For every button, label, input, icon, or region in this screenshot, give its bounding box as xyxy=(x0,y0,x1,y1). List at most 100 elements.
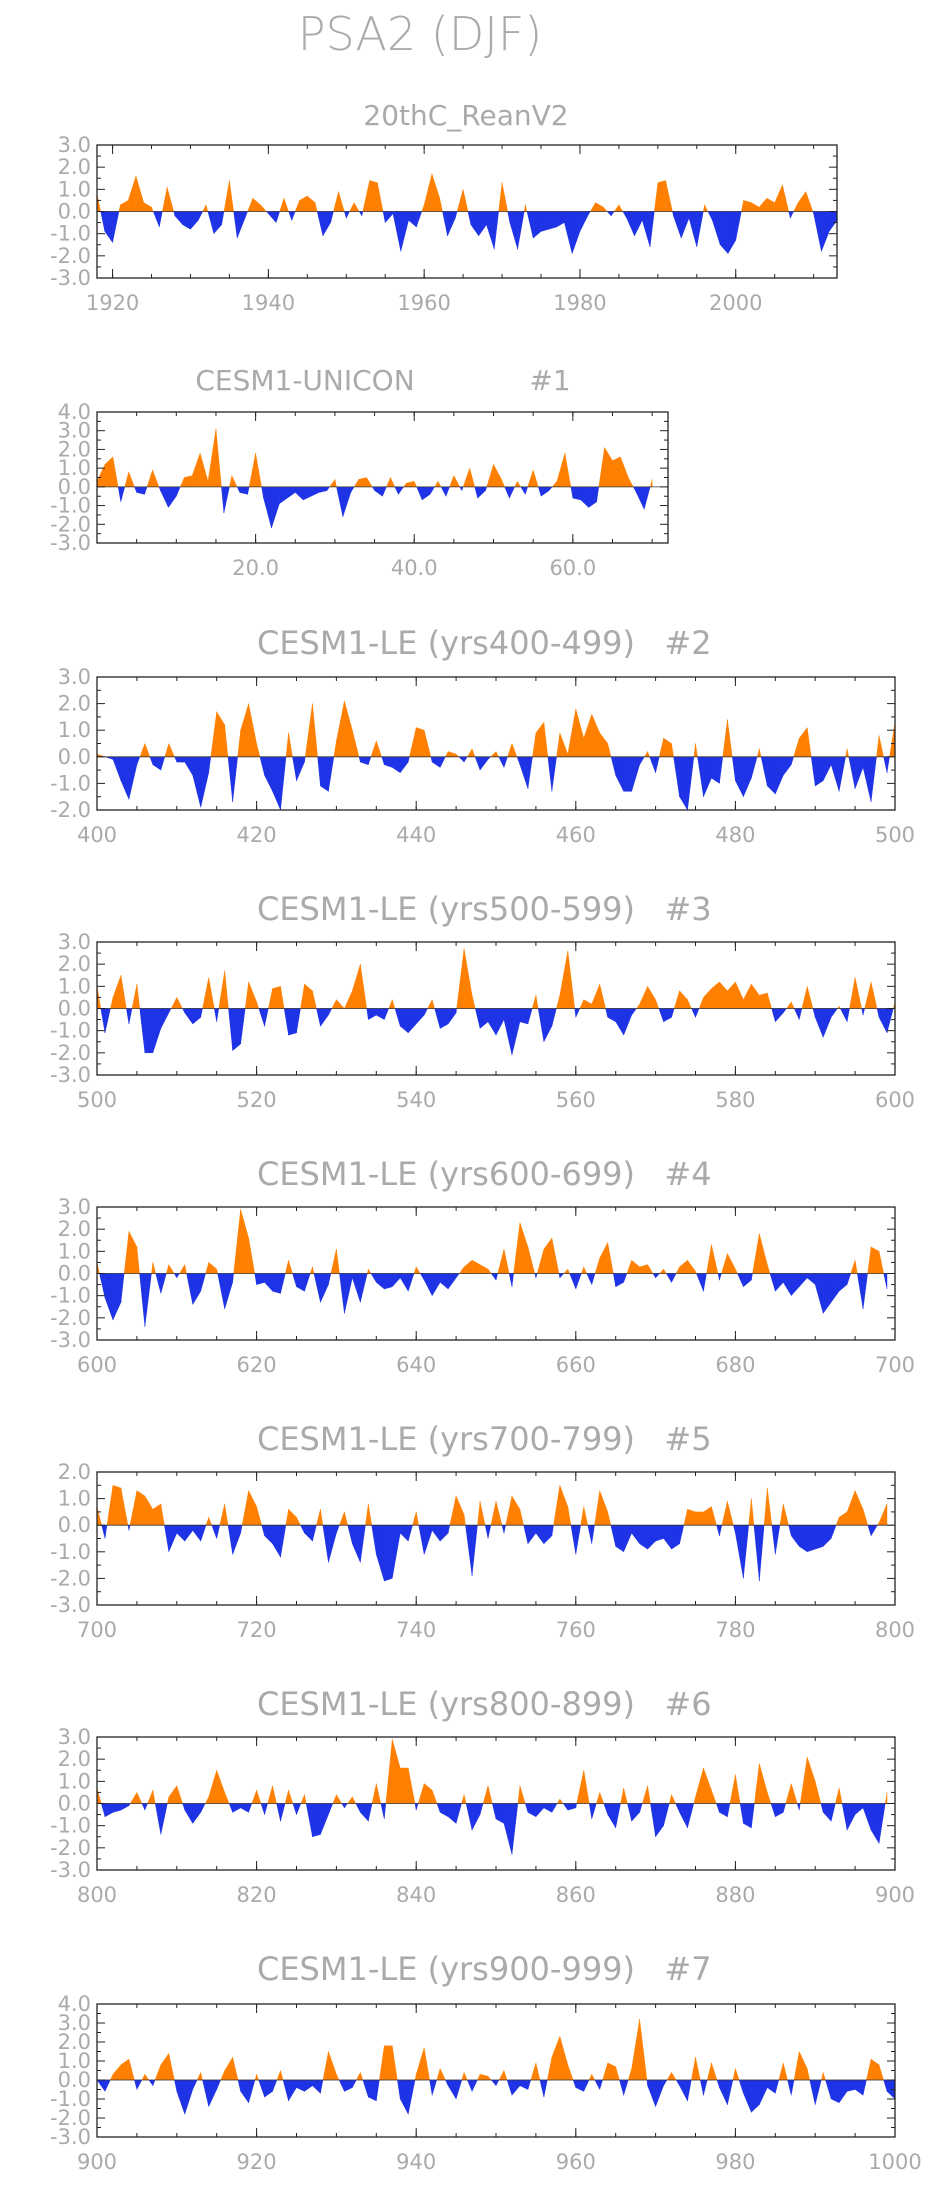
positive-area xyxy=(456,948,465,1009)
y-tick-label: 3.0 xyxy=(58,133,91,157)
negative-area xyxy=(796,1803,800,1811)
negative-area xyxy=(511,2079,521,2096)
positive-area xyxy=(479,1264,489,1274)
x-tick-label: 600 xyxy=(77,1353,117,1377)
x-tick-label: 980 xyxy=(715,2150,755,2174)
negative-area xyxy=(447,211,456,236)
positive-area xyxy=(471,995,476,1009)
negative-area xyxy=(477,486,486,499)
negative-area xyxy=(556,211,565,228)
negative-area xyxy=(100,211,105,232)
positive-area xyxy=(527,469,534,488)
x-tick-label: 860 xyxy=(556,1883,596,1907)
negative-area xyxy=(575,2079,584,2092)
positive-area xyxy=(498,2070,505,2081)
positive-area xyxy=(786,1001,792,1009)
negative-area xyxy=(120,486,126,502)
positive-area xyxy=(800,1756,808,1804)
negative-area xyxy=(248,1803,253,1813)
negative-area xyxy=(264,1803,268,1815)
negative-area xyxy=(408,1525,413,1542)
negative-area xyxy=(790,211,794,219)
negative-area xyxy=(663,1008,672,1023)
positive-area xyxy=(106,1485,114,1526)
positive-area xyxy=(487,1268,492,1274)
positive-area xyxy=(366,476,373,488)
negative-area xyxy=(494,211,499,250)
negative-area xyxy=(822,1273,832,1315)
positive-area xyxy=(461,2072,465,2081)
positive-area xyxy=(791,1783,798,1804)
negative-area xyxy=(296,1273,305,1292)
negative-area xyxy=(346,211,350,219)
negative-area xyxy=(371,1525,377,1555)
positive-area xyxy=(431,173,440,212)
negative-area xyxy=(283,1008,289,1036)
negative-area xyxy=(416,1008,425,1025)
positive-area xyxy=(216,1269,218,1274)
positive-area xyxy=(659,738,664,757)
positive-area xyxy=(567,2064,574,2081)
positive-area xyxy=(144,1495,154,1526)
negative-area xyxy=(382,211,386,223)
negative-area xyxy=(339,1273,345,1314)
positive-area xyxy=(878,1251,884,1274)
negative-area xyxy=(610,211,615,217)
positive-area xyxy=(267,1785,273,1804)
plot-frame xyxy=(96,2003,896,2138)
positive-area xyxy=(807,2068,810,2081)
negative-area xyxy=(360,756,369,766)
negative-area xyxy=(564,211,573,254)
negative-area xyxy=(384,1525,393,1582)
positive-area xyxy=(333,191,339,212)
negative-area xyxy=(200,1273,206,1292)
y-tick-label: -1.0 xyxy=(50,1284,91,1308)
positive-area xyxy=(143,202,152,212)
positive-area xyxy=(104,456,114,488)
positive-area xyxy=(735,1268,738,1274)
positive-area xyxy=(463,948,473,1009)
positive-area xyxy=(449,1495,457,1526)
negative-area xyxy=(347,1525,353,1544)
positive-area xyxy=(711,1790,717,1804)
positive-area xyxy=(479,1501,486,1526)
y-tick-label: 0.0 xyxy=(58,475,91,499)
positive-area xyxy=(152,1503,162,1526)
panel-title: CESM1-LE (yrs400-499) xyxy=(257,624,635,662)
y-tick-label: -1.0 xyxy=(50,1019,91,1043)
positive-area xyxy=(314,202,318,212)
negative-area xyxy=(292,756,297,781)
negative-area xyxy=(727,211,736,255)
positive-area xyxy=(556,732,561,757)
negative-area xyxy=(527,1803,537,1818)
y-tick-label: -1.0 xyxy=(50,1540,91,1564)
positive-area xyxy=(583,1266,588,1274)
positive-area xyxy=(285,732,289,757)
positive-area xyxy=(567,1506,572,1526)
positive-area xyxy=(805,191,814,212)
positive-area xyxy=(854,1260,858,1274)
positive-area xyxy=(219,1503,225,1526)
positive-area xyxy=(260,204,267,212)
positive-area xyxy=(160,1503,165,1526)
positive-area xyxy=(735,2068,740,2081)
negative-area xyxy=(436,1803,441,1813)
negative-area xyxy=(775,1008,784,1023)
negative-area xyxy=(224,1273,233,1310)
negative-area xyxy=(152,2079,156,2086)
positive-area xyxy=(471,1259,481,1274)
positive-area xyxy=(870,1246,880,1274)
positive-area xyxy=(166,1264,170,1274)
positive-area xyxy=(862,1509,869,1526)
positive-area xyxy=(703,1767,712,1804)
positive-area xyxy=(120,1487,129,1526)
positive-area xyxy=(218,970,225,1009)
positive-area xyxy=(531,995,537,1009)
negative-area xyxy=(751,1803,755,1828)
y-tick-label: -3.0 xyxy=(50,1328,91,1352)
positive-area xyxy=(613,204,620,212)
negative-area xyxy=(104,1273,114,1321)
negative-area xyxy=(591,1803,597,1820)
positive-area xyxy=(112,975,122,1009)
negative-area xyxy=(537,1008,545,1042)
